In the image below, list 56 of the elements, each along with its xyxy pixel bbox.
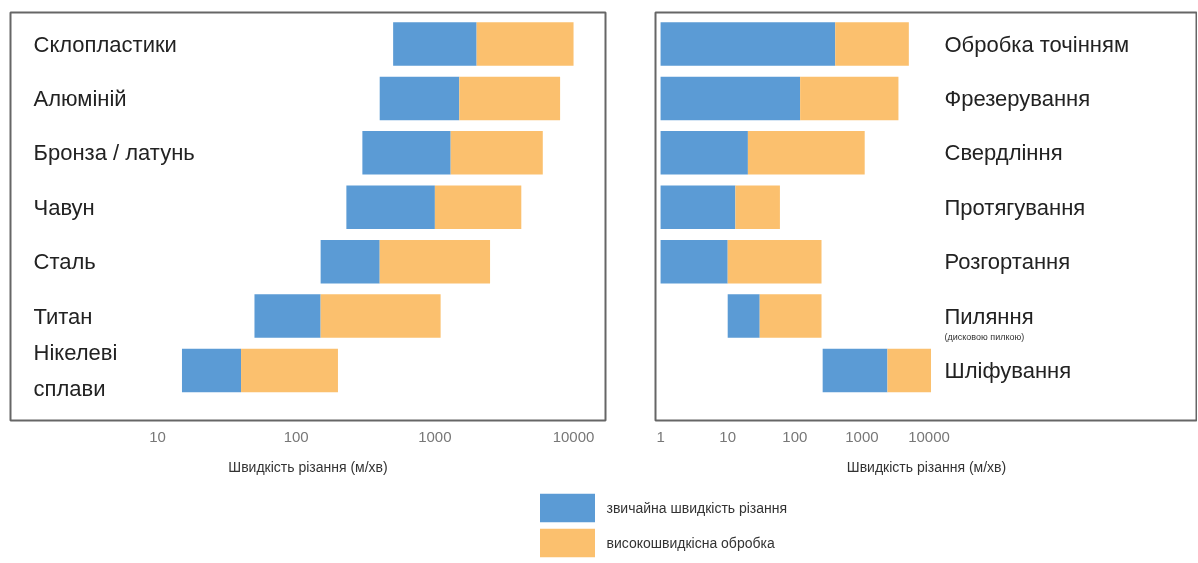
bar xyxy=(362,131,451,175)
bar xyxy=(660,239,728,284)
bar xyxy=(800,76,899,121)
y-tick-label: Обробка точінням xyxy=(944,31,1130,57)
x-tick-label: 100 xyxy=(782,427,808,445)
x-axis-title: Швидкість різання (м/хв) xyxy=(228,458,388,475)
bar xyxy=(822,348,888,393)
bar xyxy=(450,131,543,175)
x-tick-label: 1000 xyxy=(845,427,879,445)
annotation: (дисковою пилкою) xyxy=(944,331,1025,342)
bar xyxy=(476,22,574,66)
bar xyxy=(320,294,441,338)
bar xyxy=(254,294,321,338)
x-tick-label: 10 xyxy=(149,427,166,445)
y-tick-label: Титан xyxy=(33,303,93,329)
bar xyxy=(727,294,760,338)
legend-label: звичайна швидкість різання xyxy=(606,500,788,516)
bar xyxy=(434,185,522,230)
x-tick-label: 10 xyxy=(719,427,737,445)
bar xyxy=(887,348,932,393)
y-tick-label: Фрезерування xyxy=(944,85,1091,111)
bar xyxy=(241,348,338,393)
bar xyxy=(346,185,435,230)
y-tick-label: Пиляння xyxy=(944,303,1034,329)
x-tick-label: 100 xyxy=(283,427,309,445)
bar xyxy=(660,76,801,121)
y-tick-label: Сталь xyxy=(33,249,96,275)
bar xyxy=(835,22,909,66)
x-axis-title: Швидкість різання (м/хв) xyxy=(846,458,1007,475)
x-tick-label: 1 xyxy=(656,427,665,445)
y-tick-label: Алюміній xyxy=(33,85,127,111)
y-tick-label: Склопластики xyxy=(33,31,177,57)
y-tick-label: Нікелеві сплави xyxy=(33,339,118,402)
x-tick-label: 10000 xyxy=(908,427,950,445)
bar xyxy=(727,239,822,284)
bar xyxy=(759,294,822,338)
bar xyxy=(379,76,460,121)
bar xyxy=(747,131,865,175)
y-tick-label: Розгортання xyxy=(944,249,1071,275)
x-tick-label: 10000 xyxy=(552,427,595,445)
y-tick-label: Протягування xyxy=(944,194,1086,220)
bar xyxy=(735,185,780,230)
bar xyxy=(660,185,736,230)
bar xyxy=(459,76,561,121)
bar xyxy=(181,348,242,393)
bar xyxy=(393,22,477,66)
y-tick-label: Шліфування xyxy=(944,357,1072,383)
bar xyxy=(379,239,491,284)
y-tick-label: Свердління xyxy=(944,140,1063,166)
x-tick-label: 1000 xyxy=(418,427,452,445)
y-tick-label: Чавун xyxy=(33,194,95,220)
bar xyxy=(320,239,380,284)
bar xyxy=(660,22,836,66)
bar xyxy=(660,131,748,175)
y-tick-label: Бронза / латунь xyxy=(33,140,195,166)
legend-label: високошвидкісна обробка xyxy=(606,535,775,551)
